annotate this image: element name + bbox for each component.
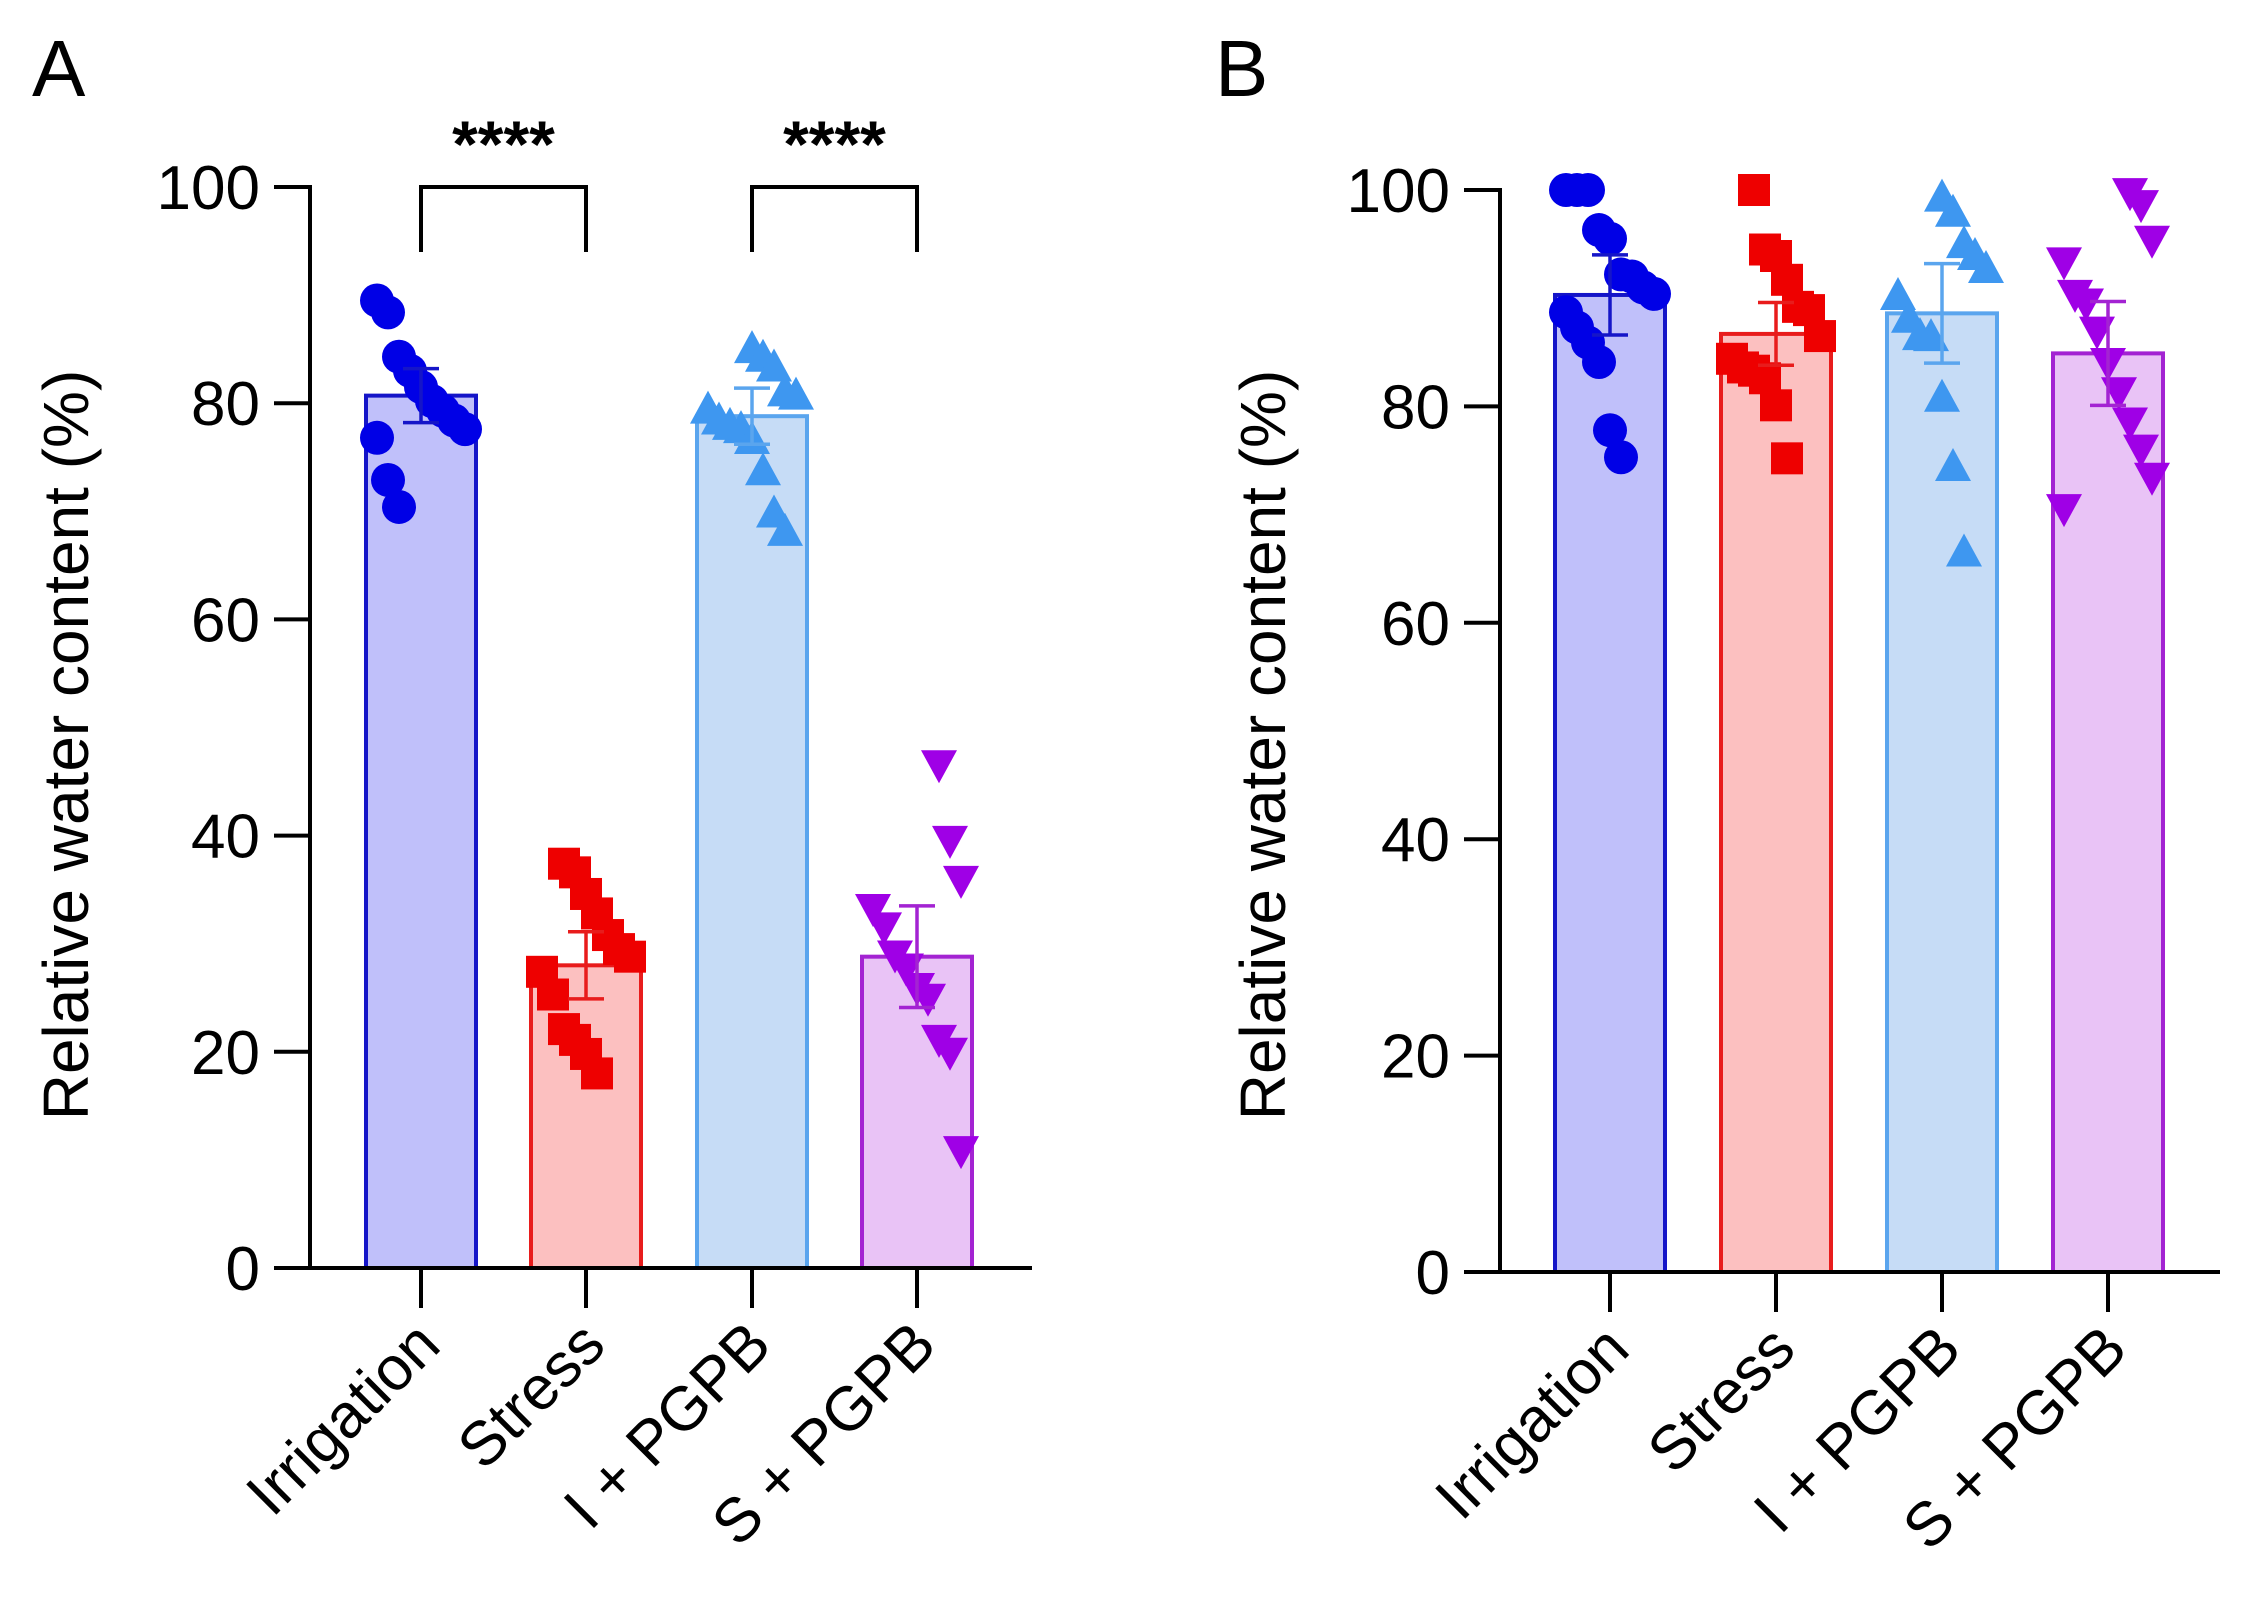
data-point [1880,277,1916,311]
data-point [756,348,792,382]
x-tick-label: Irrigation [1423,1313,1642,1532]
data-point [1935,447,1971,481]
data-point [943,865,979,899]
data-point [745,452,781,486]
data-point [614,940,646,973]
data-point [1935,193,1971,227]
data-point [1946,533,1982,567]
y-tick-label: 60 [1381,590,1450,659]
significance-bracket [750,185,919,252]
data-point [932,825,968,859]
significance-label: **** [452,107,555,181]
data-point [1593,413,1627,448]
panel-a: A Relative water content (%) 0 20 40 60 80 10… [30,24,1032,1559]
data-point [2046,494,2082,528]
y-tick-label: 80 [1381,373,1450,442]
bar-s-pgpb [2051,351,2165,1274]
data-point [1804,320,1836,353]
data-point [448,412,482,447]
data-point [767,512,803,546]
data-point [2079,316,2115,350]
data-point [778,376,814,410]
data-point [866,912,902,946]
bar-irrigation [364,393,478,1270]
y-tick-label: 60 [191,586,260,655]
y-tick-label: 0 [226,1235,260,1304]
data-point [921,750,957,784]
data-point [1760,389,1792,422]
data-point [888,953,924,987]
y-tick-label: 100 [157,154,260,223]
data-point [2134,462,2170,496]
y-tick-label: 40 [191,803,260,872]
data-point [1913,318,1949,352]
data-point [1771,442,1803,475]
data-point [371,295,405,330]
data-point [371,462,405,497]
data-point [932,1037,968,1071]
y-axis-title-a: Relative water content (%) [30,370,102,1121]
data-point [1749,362,1781,395]
data-point [1924,378,1960,412]
bar-stress [529,963,643,1270]
data-point [1604,440,1638,475]
data-point [1582,345,1616,380]
y-tick-label: 20 [1381,1023,1450,1092]
panel-label-b: B [1215,24,1268,113]
data-point [1738,174,1770,206]
data-point [943,1136,979,1170]
data-point [910,983,946,1017]
significance-label: **** [783,107,886,181]
data-point [1637,276,1671,311]
y-tick-label: 100 [1347,157,1450,226]
data-point [1771,263,1803,296]
data-point [2123,434,2159,468]
y-axis-title-b: Relative water content (%) [1227,370,1299,1121]
data-point [2068,288,2104,322]
data-point [382,489,416,524]
bar-i-pgpb [1885,311,1999,1274]
data-point [537,978,569,1011]
x-tick-label: Irrigation [234,1309,453,1528]
data-point [2046,247,2082,281]
y-tick-label: 0 [1416,1239,1450,1308]
data-point [855,894,891,928]
panel-label-a: A [32,24,86,113]
significance-bracket [419,185,588,252]
y-tick-label: 40 [1381,806,1450,875]
data-point [581,1057,613,1090]
bar-stress [1719,331,1833,1274]
data-point [360,420,394,455]
data-point [2101,377,2137,411]
data-point [1968,249,2004,283]
bar-i-pgpb [695,414,809,1270]
y-tick-label: 80 [191,370,260,439]
y-tick-label: 20 [191,1019,260,1088]
panel-b: B Relative water content (%) 0 20 40 60 80 10… [1215,24,2220,1563]
data-point [1593,221,1627,256]
data-point [2123,190,2159,224]
data-point [2134,225,2170,259]
data-point [2112,407,2148,441]
data-point [1571,173,1605,207]
